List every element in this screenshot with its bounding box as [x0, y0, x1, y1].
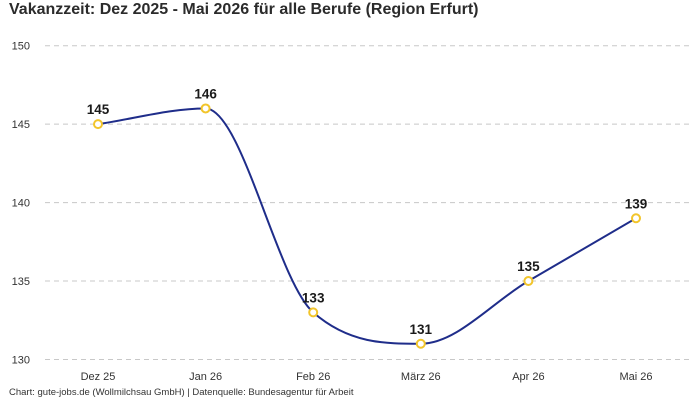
- data-label: 145: [87, 102, 110, 117]
- data-markers: [93, 103, 641, 349]
- data-labels: 145 146 133 131 135 139: [87, 86, 648, 336]
- x-tick-label: Feb 26: [296, 371, 330, 383]
- y-axis-ticks: 130 135 140 145 150: [12, 41, 30, 367]
- data-point-marker: [415, 338, 426, 349]
- series-line: [97, 107, 637, 345]
- series-line-path: [97, 107, 637, 345]
- gridlines: [45, 45, 690, 360]
- x-tick-label: Apr 26: [512, 371, 544, 383]
- x-tick-label: Jan 26: [189, 371, 222, 383]
- y-tick-label: 130: [12, 354, 30, 366]
- data-point-marker: [631, 213, 641, 224]
- data-point-marker: [93, 119, 103, 130]
- data-label: 139: [625, 196, 648, 211]
- y-tick-label: 140: [12, 198, 30, 210]
- data-label: 133: [302, 290, 325, 305]
- data-point-marker: [200, 103, 211, 114]
- chart-title: Vakanzzeit: Dez 2025 - Mai 2026 für alle…: [9, 1, 479, 18]
- source-note: Chart: gute-jobs.de (Wollmilchsau GmbH) …: [9, 387, 354, 398]
- data-label: 135: [517, 259, 540, 274]
- data-label: 131: [410, 322, 433, 337]
- data-label: 146: [194, 86, 217, 101]
- y-tick-label: 145: [12, 119, 30, 131]
- x-tick-label: Mai 26: [619, 371, 652, 383]
- data-point-marker: [523, 276, 534, 287]
- x-axis-ticks: Dez 25 Jan 26 Feb 26 März 26 Apr 26 Mai 26: [81, 371, 653, 383]
- y-tick-label: 135: [12, 276, 30, 288]
- x-tick-label: Dez 25: [81, 371, 116, 383]
- data-point-marker: [308, 307, 319, 318]
- x-tick-label: März 26: [401, 371, 441, 383]
- y-tick-label: 150: [12, 41, 30, 53]
